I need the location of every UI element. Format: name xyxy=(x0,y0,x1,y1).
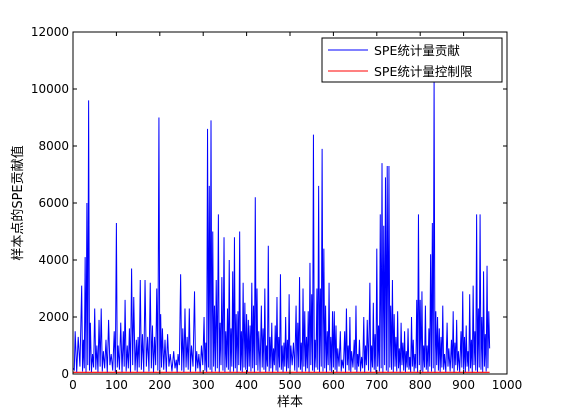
legend-label-spe-control-limit: SPE统计量控制限 xyxy=(374,64,473,79)
x-tick-label: 200 xyxy=(148,378,171,392)
x-tick-label: 600 xyxy=(322,378,345,392)
x-tick-label: 900 xyxy=(452,378,475,392)
y-tick-label: 8000 xyxy=(38,139,69,153)
x-tick-label: 100 xyxy=(105,378,128,392)
x-tick-label: 0 xyxy=(69,378,77,392)
legend: SPE统计量贡献 SPE统计量控制限 xyxy=(321,37,503,83)
y-tick-label: 4000 xyxy=(38,253,69,267)
y-tick-label: 0 xyxy=(61,367,69,381)
x-tick-label: 1000 xyxy=(492,378,523,392)
series-line-spe-contribution xyxy=(73,80,491,373)
y-tick-label: 2000 xyxy=(38,310,69,324)
x-tick-label: 500 xyxy=(279,378,302,392)
y-tick-label: 12000 xyxy=(31,25,69,39)
x-axis-label: 样本 xyxy=(277,395,303,410)
x-tick-label: 800 xyxy=(409,378,432,392)
y-tick-label: 10000 xyxy=(31,82,69,96)
legend-label-spe-contribution: SPE统计量贡献 xyxy=(374,43,460,58)
legend-box xyxy=(321,37,503,83)
x-tick-label: 300 xyxy=(192,378,215,392)
y-tick-label: 6000 xyxy=(38,196,69,210)
x-tick-label: 700 xyxy=(365,378,388,392)
x-tick-label: 400 xyxy=(235,378,258,392)
y-axis-label: 样本点的SPE贡献值 xyxy=(10,145,26,260)
